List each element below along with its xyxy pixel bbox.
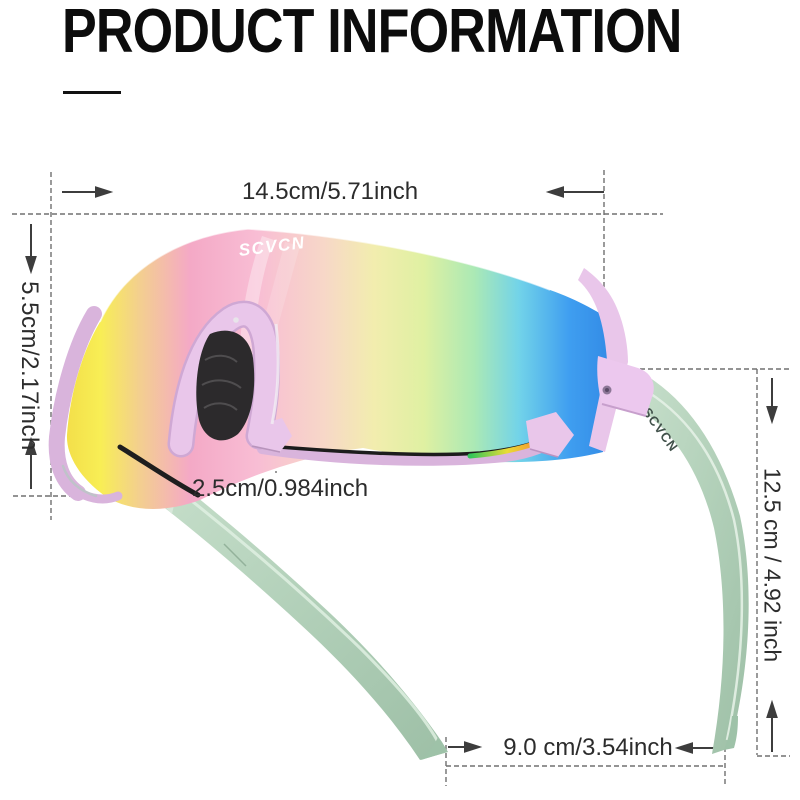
title-underline bbox=[63, 91, 121, 94]
width-arrow-left bbox=[62, 186, 114, 198]
nose-bridge bbox=[167, 300, 292, 458]
bridge-screw bbox=[233, 317, 239, 323]
left-frame-curl bbox=[55, 447, 123, 504]
hinge-block bbox=[597, 356, 654, 416]
right-temple-arm: SCVCN bbox=[628, 372, 749, 754]
nose-pillar-foot bbox=[250, 418, 292, 452]
temple-arrow-down bbox=[766, 378, 778, 425]
spread-arrow-right bbox=[448, 741, 483, 753]
dimension-label-nose-bridge: 2.5cm/0.984inch bbox=[191, 475, 369, 502]
dimension-label-temple-spread: 9.0 cm/3.54inch bbox=[503, 734, 673, 761]
height-arrow-down bbox=[25, 224, 37, 275]
dimension-label-lens-height: 5.5cm/2.17inch bbox=[16, 281, 43, 451]
lens-corner-tab bbox=[526, 412, 574, 457]
right-frame bbox=[526, 268, 654, 458]
temple-arrow-up bbox=[766, 699, 778, 752]
page-title: PRODUCT INFORMATION bbox=[62, 0, 682, 66]
sunglasses-illustration: SCVCN SCVCN bbox=[48, 228, 749, 760]
left-temple-arm bbox=[144, 462, 448, 760]
width-arrow-right bbox=[545, 186, 604, 198]
shield-lens bbox=[66, 229, 626, 509]
dimension-label-temple-length: 12.5 cm / 4.92 inch bbox=[759, 467, 786, 663]
height-arrow-up bbox=[25, 436, 37, 489]
dimension-label-frame-width: 14.5cm/5.71inch bbox=[241, 178, 419, 205]
